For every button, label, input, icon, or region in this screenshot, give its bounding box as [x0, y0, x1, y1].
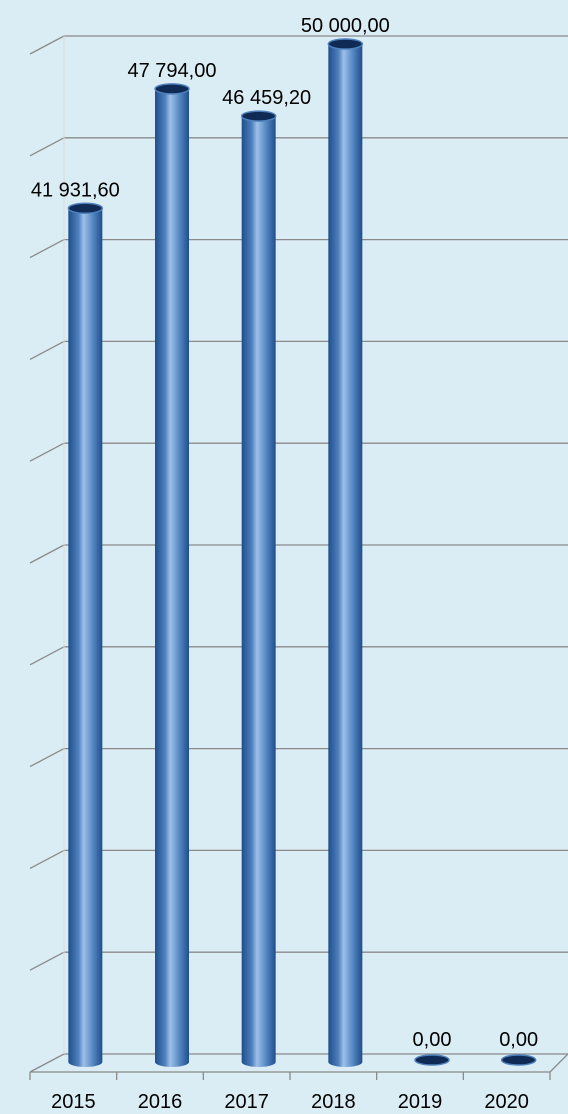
bars [67, 38, 537, 1067]
gridlines [29, 35, 568, 1073]
gridline-depth [29, 951, 65, 971]
gridline-depth [29, 544, 65, 564]
gridline-depth [29, 137, 65, 157]
x-tick-label: 2020 [484, 1091, 529, 1113]
x-tick-label: 2019 [398, 1091, 443, 1113]
bar-body [328, 44, 363, 1067]
bar-2016 [154, 83, 190, 1067]
bar-2017 [240, 110, 277, 1067]
bar-top [414, 1054, 450, 1066]
gridline-depth [29, 35, 65, 55]
x-tick-label: 2018 [311, 1091, 356, 1113]
data-label: 50 000,00 [301, 15, 390, 37]
bar-top [240, 110, 277, 122]
gridline-depth [29, 442, 65, 462]
gridline-depth [29, 340, 65, 360]
gridline-depth [29, 646, 65, 666]
data-label: 0,00 [413, 1029, 452, 1051]
data-label: 41 931,60 [31, 179, 120, 201]
bar-top [154, 83, 190, 95]
x-tick-label: 2015 [51, 1091, 96, 1113]
x-tick-label: 2016 [138, 1091, 183, 1113]
bar-body [241, 116, 276, 1067]
x-tick-label: 2017 [224, 1091, 269, 1113]
bar-top [67, 202, 104, 215]
bar-2019 [414, 1054, 450, 1066]
bar-2015 [67, 202, 104, 1067]
data-label: 47 794,00 [128, 60, 217, 82]
gridline-depth [29, 239, 65, 259]
data-label: 46 459,20 [222, 87, 311, 109]
x-axis: 2015 2016 2017 2018 2019 2020 [29, 1053, 568, 1113]
bar-body [155, 88, 189, 1067]
gridline-depth [29, 849, 65, 869]
gridline-depth [29, 1053, 65, 1073]
floor-right-edge [549, 1053, 568, 1073]
gridline-depth [29, 748, 65, 768]
bar-top [500, 1054, 537, 1066]
bar-body [68, 208, 103, 1067]
bar-top [327, 38, 364, 50]
bar-2020 [500, 1054, 537, 1066]
data-label: 0,00 [499, 1029, 538, 1051]
bar-2018 [327, 38, 364, 1067]
